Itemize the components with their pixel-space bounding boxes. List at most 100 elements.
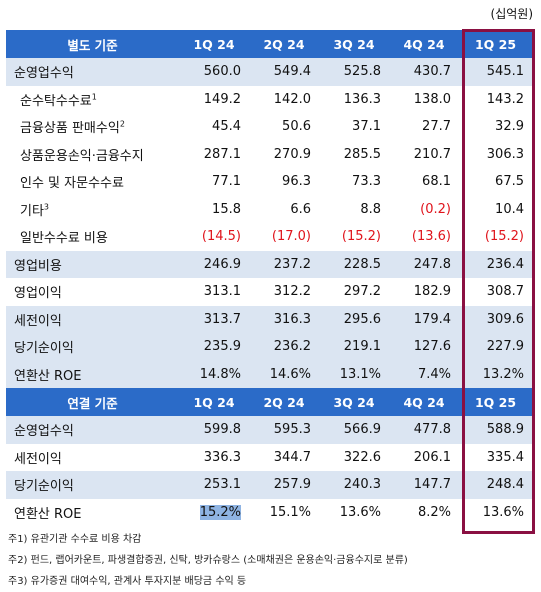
row-label: 연환산 ROE (14, 506, 82, 522)
cell-value: 13.6% (482, 504, 524, 520)
cell-value: 344.7 (273, 449, 311, 465)
period-header: 1Q 24 (179, 388, 249, 416)
table-row: 순영업수익 599.8 595.3 566.9 477.8 588.9 (6, 416, 532, 444)
cell-value: 313.7 (179, 305, 249, 333)
cell-value: 27.7 (422, 119, 451, 135)
period-header: 1Q 24 (179, 30, 249, 58)
cell-value: 15.2% (179, 499, 249, 527)
period-header: 4Q 24 (389, 30, 459, 58)
table-row: 기타3 15.8 6.6 8.8 (0.2) 10.4 (6, 196, 532, 224)
row-label: 일반수수료 비용 (20, 231, 108, 247)
footnote-ref: 2 (119, 119, 125, 129)
cell-value: 295.6 (319, 305, 389, 333)
cell-value: 595.3 (249, 416, 319, 444)
cell-value: 257.9 (249, 471, 319, 499)
row-label: 금융상품 판매수익2 (20, 119, 125, 137)
cell-value: 599.8 (179, 416, 249, 444)
cell-value: 322.6 (343, 449, 381, 465)
cell-value: 50.6 (282, 119, 311, 135)
cell-value: 206.1 (413, 449, 451, 465)
table-row: 당기순이익 253.1 257.9 240.3 147.7 248.4 (6, 471, 532, 499)
row-label: 연환산 ROE (6, 360, 179, 388)
cell-value: 549.4 (249, 58, 319, 86)
row-label: 인수 및 자문수수료 (20, 176, 124, 192)
consolidated-title: 연결 기준 (6, 388, 179, 416)
cell-value: 14.6% (249, 360, 319, 388)
separate-title: 별도 기준 (6, 30, 179, 58)
table-row: 세전이익 313.7 316.3 295.6 179.4 309.6 (6, 305, 532, 333)
row-label: 순수탁수수료1 (20, 92, 97, 109)
row-label: 세전이익 (6, 305, 179, 333)
footnote: 주2) 펀드, 랩어카운트, 파생결합증권, 신탁, 방카슈랑스 (소매채권은 … (8, 555, 408, 566)
footnote: 주1) 유관기관 수수료 비용 차감 (8, 534, 142, 545)
row-label: 기타3 (20, 202, 50, 219)
cell-value: (17.0) (271, 229, 311, 245)
cell-value: (0.2) (420, 201, 451, 217)
cell-value: 240.3 (319, 471, 389, 499)
cell-value: 525.8 (319, 58, 389, 86)
cell-value: 247.8 (389, 250, 459, 278)
cell-value: 138.0 (413, 91, 451, 107)
cell-value: 6.6 (290, 201, 311, 217)
cell-value: 246.9 (179, 250, 249, 278)
period-header: 1Q 25 (459, 388, 532, 416)
table-row: 당기순이익 235.9 236.2 219.1 127.6 227.9 (6, 333, 532, 361)
table-row: 순영업수익 560.0 549.4 525.8 430.7 545.1 (6, 58, 532, 86)
cell-value: 316.3 (249, 305, 319, 333)
cell-value: 227.9 (459, 333, 532, 361)
cell-value: 14.8% (179, 360, 249, 388)
unit-label: (십억원) (490, 7, 533, 21)
separate-header-row: 별도 기준 1Q 24 2Q 24 3Q 24 4Q 24 1Q 25 (6, 30, 532, 58)
row-label: 영업비용 (6, 250, 179, 278)
cell-value: 235.9 (179, 333, 249, 361)
cell-value: 77.1 (212, 174, 241, 190)
table-row: 영업비용 246.9 237.2 228.5 247.8 236.4 (6, 250, 532, 278)
table-row: 일반수수료 비용 (14.5) (17.0) (15.2) (13.6) (15… (6, 223, 532, 251)
cell-value: 13.6% (339, 504, 381, 520)
cell-value: 7.4% (389, 360, 459, 388)
footnote-ref: 1 (91, 92, 97, 102)
cell-value: 430.7 (389, 58, 459, 86)
period-header: 3Q 24 (319, 30, 389, 58)
cell-value: 588.9 (459, 416, 532, 444)
footnote: 주3) 유가증권 대여수익, 관계사 투자지분 배당금 수익 등 (8, 576, 247, 587)
table-row: 순수탁수수료1 149.2 142.0 136.3 138.0 143.2 (6, 86, 532, 114)
row-label: 세전이익 (14, 451, 62, 467)
selection-mark: 15.2% (199, 504, 241, 520)
cell-value: 136.3 (343, 91, 381, 107)
cell-value: 566.9 (319, 416, 389, 444)
cell-value: 37.1 (352, 119, 381, 135)
row-label: 영업이익 (14, 286, 62, 302)
cell-value: 285.5 (343, 146, 381, 162)
cell-value: 560.0 (179, 58, 249, 86)
cell-value: 306.3 (486, 146, 524, 162)
cell-value: 253.1 (179, 471, 249, 499)
cell-value: 219.1 (319, 333, 389, 361)
cell-value: (13.6) (411, 229, 451, 245)
cell-value: 32.9 (495, 119, 524, 135)
period-header: 2Q 24 (249, 30, 319, 58)
cell-value: 545.1 (459, 58, 532, 86)
cell-value: 149.2 (203, 91, 241, 107)
table-row: 세전이익 336.3 344.7 322.6 206.1 335.4 (6, 444, 532, 472)
cell-value: 228.5 (319, 250, 389, 278)
table-row: 인수 및 자문수수료 77.1 96.3 73.3 68.1 67.5 (6, 168, 532, 196)
financial-table: 별도 기준 1Q 24 2Q 24 3Q 24 4Q 24 1Q 25 순영업수… (6, 30, 532, 526)
table-row: 상품운용손익·금융수지 287.1 270.9 285.5 210.7 306.… (6, 141, 532, 169)
cell-value: 15.8 (212, 201, 241, 217)
cell-value: 142.0 (273, 91, 311, 107)
consolidated-header-row: 연결 기준 1Q 24 2Q 24 3Q 24 4Q 24 1Q 25 (6, 388, 532, 416)
cell-value: 68.1 (422, 174, 451, 190)
row-label: 당기순이익 (6, 333, 179, 361)
footnote-ref: 3 (43, 202, 50, 212)
cell-value: 297.2 (343, 284, 381, 300)
cell-value: 45.4 (212, 119, 241, 135)
cell-value: 8.2% (417, 504, 451, 520)
cell-value: 147.7 (389, 471, 459, 499)
period-header: 4Q 24 (389, 388, 459, 416)
row-label: 당기순이익 (6, 471, 179, 499)
cell-value: 336.3 (203, 449, 241, 465)
cell-value: 15.1% (269, 504, 311, 520)
cell-value: 335.4 (486, 449, 524, 465)
table-row: 연환산 ROE 15.2% 15.1% 13.6% 8.2% 13.6% (6, 499, 532, 527)
